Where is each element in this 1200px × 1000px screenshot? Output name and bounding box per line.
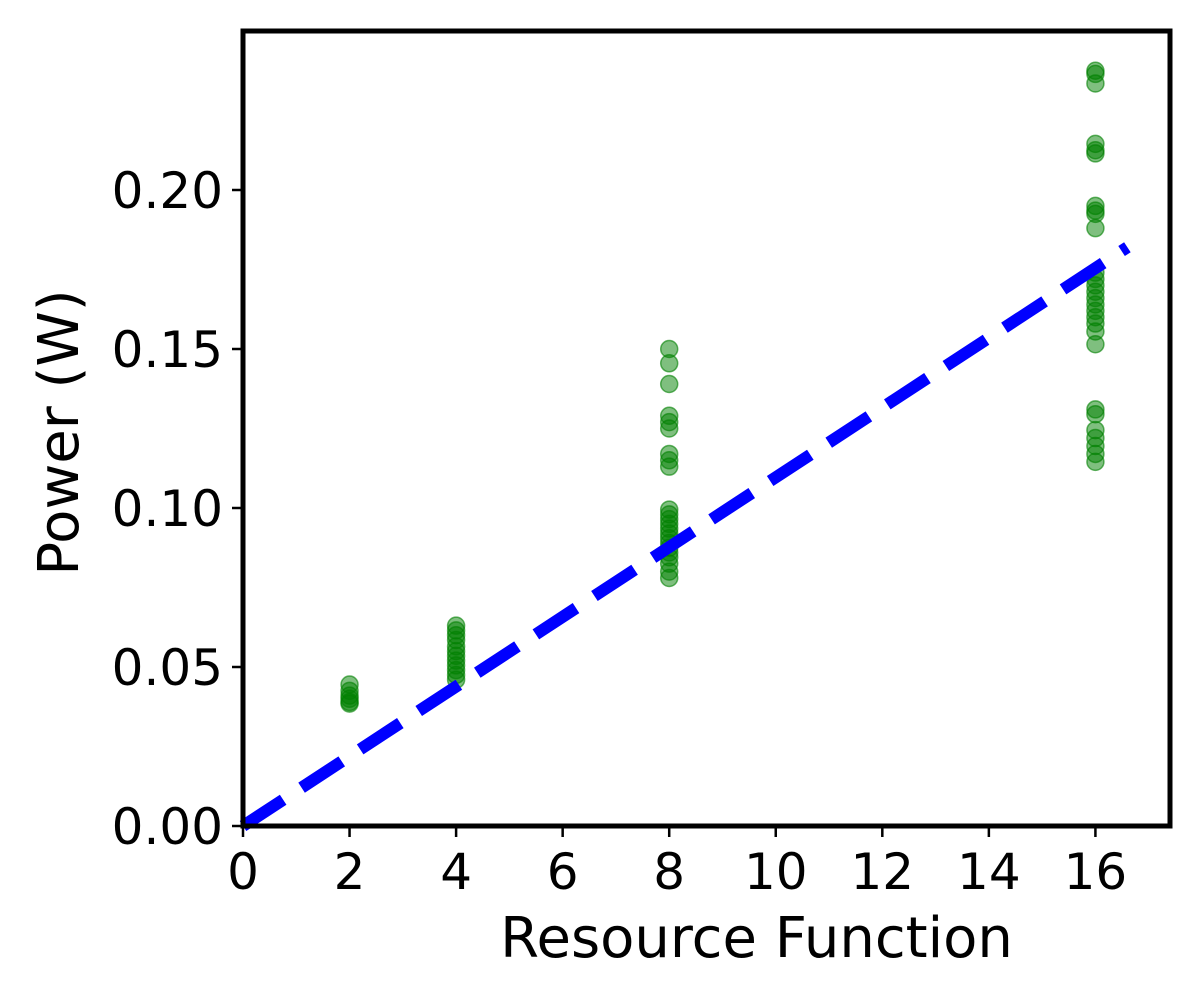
x-tick-label-4: 8 (653, 843, 685, 901)
y-tick-label-0: 0.00 (112, 798, 223, 856)
y-tick-label-1: 0.05 (112, 639, 223, 697)
y-tick-label-4: 0.20 (112, 162, 223, 220)
data-point-5 (340, 694, 359, 713)
x-tick-label-1: 2 (334, 843, 366, 901)
data-point-43 (1086, 74, 1105, 93)
data-point-23 (659, 419, 679, 438)
trend-line (239, 242, 1131, 832)
y-tick-label-2: 0.10 (112, 480, 223, 538)
plot-frame (240, 28, 1173, 829)
y-tick-label-3: 0.15 (112, 321, 223, 379)
trend-line-layer (239, 242, 1131, 832)
x-tick-label-2: 4 (440, 843, 472, 901)
data-point-50 (1086, 218, 1105, 238)
x-tick-label-3: 6 (547, 843, 579, 901)
x-tick-label-5: 10 (744, 843, 808, 901)
data-point-19 (659, 354, 679, 373)
data-point-26 (659, 457, 679, 476)
x-tick-label-7: 14 (957, 843, 1021, 901)
data-point-40 (659, 568, 679, 588)
scatter-points (340, 61, 1105, 713)
x-tick-label-8: 16 (1064, 843, 1128, 901)
x-tick-label-0: 0 (227, 843, 259, 901)
data-point-68 (1086, 452, 1105, 472)
axis-ticks: 0 2 4 6 8 10 12 14 16 0.00 0.05 0.10 0.15 0.20 (112, 162, 1128, 901)
x-tick-label-6: 12 (850, 843, 914, 901)
x-axis-label: Resource Function (500, 906, 1013, 971)
data-point-20 (659, 374, 679, 394)
data-point-46 (1086, 144, 1105, 163)
data-point-63 (1086, 404, 1105, 424)
data-point-61 (1086, 334, 1105, 354)
y-axis-label: Power (W) (27, 289, 92, 575)
